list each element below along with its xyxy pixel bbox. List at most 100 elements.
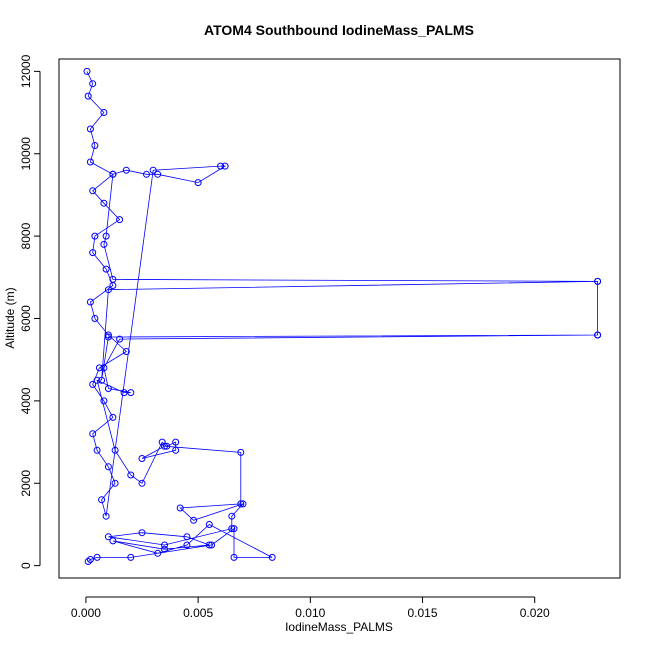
- data-point: [122, 348, 130, 355]
- data-point: [138, 455, 146, 462]
- data-point: [89, 430, 97, 438]
- y-tick-label: 6000: [19, 305, 33, 332]
- data-point: [91, 315, 99, 322]
- y-tick-label: 8000: [19, 222, 33, 249]
- data-point: [91, 142, 99, 149]
- data-point: [154, 549, 162, 557]
- y-tick-label: 0: [19, 562, 33, 569]
- data-point: [194, 179, 202, 187]
- data-point: [205, 541, 213, 549]
- data-point: [111, 446, 119, 454]
- data-point: [161, 442, 168, 450]
- data-point: [172, 438, 180, 446]
- data-point: [161, 545, 168, 553]
- data-point: [111, 479, 119, 487]
- data-point: [138, 479, 146, 487]
- y-axis: 0 2000 4000 6000 8000 10000 12000: [19, 54, 41, 569]
- data-point: [127, 389, 135, 397]
- data-point: [138, 529, 146, 537]
- data-point: [190, 516, 198, 524]
- data-point: [127, 471, 135, 479]
- x-tick-label: 0.015: [408, 606, 438, 620]
- data-point: [104, 331, 112, 339]
- data-point: [84, 92, 92, 100]
- data-point: [100, 240, 108, 248]
- data-point: [86, 298, 94, 306]
- data-point: [86, 158, 94, 166]
- data-point: [120, 389, 128, 397]
- y-tick-label: 4000: [19, 387, 33, 414]
- data-point: [93, 376, 101, 384]
- data-point: [143, 170, 150, 178]
- data-point: [89, 249, 97, 257]
- data-point: [84, 558, 92, 565]
- data-point: [154, 170, 162, 178]
- data-point: [594, 331, 602, 339]
- data-point: [109, 413, 117, 421]
- data-point: [89, 80, 97, 88]
- data-point: [104, 533, 112, 541]
- x-tick-label: 0.000: [71, 606, 101, 620]
- data-point: [100, 397, 108, 405]
- data-point: [217, 162, 225, 170]
- data-point: [221, 162, 229, 170]
- data-point: [93, 446, 101, 454]
- x-tick-label: 0.020: [520, 606, 550, 620]
- chart-title: ATOM4 Southbound IodineMass_PALMS: [204, 22, 474, 38]
- data-point: [161, 541, 168, 549]
- plot-area: [83, 67, 602, 565]
- y-tick-label: 12000: [19, 54, 33, 88]
- series-line: [86, 71, 598, 562]
- data-point: [208, 541, 216, 549]
- data-point: [109, 537, 117, 545]
- data-point: [116, 216, 124, 224]
- data-point: [104, 286, 112, 294]
- data-point: [98, 376, 106, 384]
- data-point: [228, 512, 236, 520]
- data-point: [100, 109, 108, 116]
- data-point: [109, 170, 117, 178]
- plot-box: [58, 58, 621, 579]
- data-point: [237, 448, 245, 456]
- data-point: [228, 525, 236, 533]
- x-axis: 0.000 0.005 0.010 0.015 0.020: [71, 596, 550, 620]
- x-tick-label: 0.005: [183, 606, 213, 620]
- data-point: [183, 541, 191, 549]
- data-point: [268, 553, 276, 561]
- y-tick-label: 10000: [19, 137, 33, 171]
- data-point: [594, 277, 602, 285]
- data-point: [109, 275, 117, 283]
- data-point: [102, 265, 110, 273]
- data-point: [116, 335, 124, 343]
- data-point: [102, 232, 110, 240]
- data-point: [172, 446, 180, 454]
- data-point: [89, 380, 97, 388]
- data-point: [239, 500, 247, 508]
- data-point: [127, 553, 135, 561]
- data-point: [95, 364, 103, 372]
- data-point: [91, 232, 99, 240]
- data-point: [100, 364, 108, 372]
- data-point: [104, 333, 112, 341]
- x-tick-label: 0.010: [295, 606, 325, 620]
- data-point: [183, 533, 191, 541]
- data-point: [230, 525, 238, 533]
- data-point: [176, 504, 184, 512]
- y-axis-title: Altitude (m): [3, 287, 17, 348]
- data-point: [98, 496, 106, 504]
- data-point: [230, 553, 238, 561]
- data-point: [104, 463, 112, 471]
- data-point: [205, 521, 213, 528]
- data-point: [93, 553, 101, 561]
- data-point: [158, 438, 166, 446]
- data-point: [86, 556, 94, 563]
- x-axis-title: IodineMass_PALMS: [285, 620, 393, 634]
- data-point: [163, 442, 171, 450]
- data-point: [102, 512, 110, 520]
- data-point: [86, 125, 94, 133]
- data-point: [89, 187, 97, 195]
- data-point: [237, 500, 245, 508]
- data-point: [83, 67, 91, 75]
- data-point: [100, 199, 108, 207]
